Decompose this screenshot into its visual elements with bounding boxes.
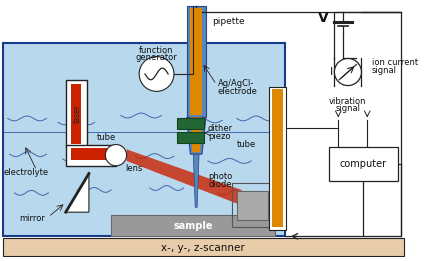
Text: generator: generator [136,53,178,62]
FancyBboxPatch shape [177,132,204,143]
Text: computer: computer [340,159,387,169]
Text: ion current: ion current [372,58,418,67]
Circle shape [139,57,174,91]
FancyBboxPatch shape [3,238,404,256]
Text: sample: sample [173,221,213,231]
FancyBboxPatch shape [329,147,398,181]
FancyBboxPatch shape [187,6,206,117]
FancyBboxPatch shape [111,215,275,236]
Text: diode: diode [209,180,232,189]
Polygon shape [187,117,206,154]
Text: signal: signal [372,66,397,75]
FancyBboxPatch shape [66,145,116,166]
Text: electrode: electrode [218,87,257,96]
Text: signal: signal [335,104,360,113]
Text: mirror: mirror [19,215,45,223]
Text: dither: dither [208,124,233,133]
Polygon shape [127,149,241,205]
Polygon shape [193,154,199,207]
Text: electrolyte: electrolyte [4,168,49,177]
FancyBboxPatch shape [269,87,286,230]
FancyBboxPatch shape [237,191,268,220]
FancyBboxPatch shape [3,43,285,236]
Circle shape [334,58,361,86]
Text: vibration: vibration [329,97,367,105]
Polygon shape [190,117,202,152]
Text: Ag/AgCl-: Ag/AgCl- [218,79,254,88]
Text: V: V [318,11,329,25]
FancyBboxPatch shape [71,149,112,160]
Text: pipette: pipette [212,17,245,26]
FancyBboxPatch shape [71,84,81,144]
Text: photo: photo [208,172,232,181]
Text: piezo: piezo [208,132,230,141]
Text: tube: tube [96,133,116,142]
Polygon shape [66,174,89,212]
Text: function: function [139,46,174,55]
Text: x-, y-, z-scanner: x-, y-, z-scanner [161,243,245,253]
FancyBboxPatch shape [272,90,283,227]
Circle shape [105,145,127,166]
FancyBboxPatch shape [190,8,202,115]
Text: lens: lens [126,164,143,173]
Text: I: I [330,67,333,77]
FancyBboxPatch shape [177,118,204,129]
Text: laser: laser [72,104,81,123]
Text: tube: tube [237,140,256,149]
FancyBboxPatch shape [66,80,87,147]
